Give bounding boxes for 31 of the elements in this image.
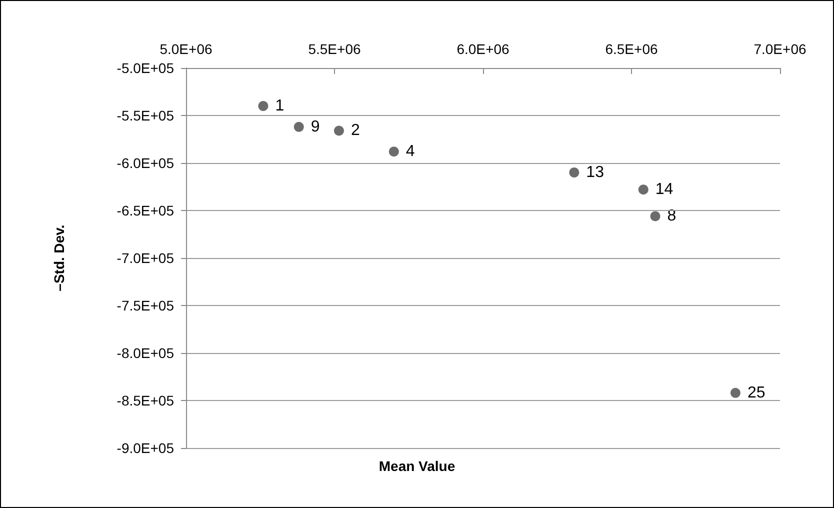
point (730, 388, 740, 398)
x-tick-label: 6.0E+06 (456, 41, 510, 57)
y-tick-label: -5.5E+05 (116, 108, 174, 124)
y-axis-title: –Std. Dev. (51, 224, 67, 292)
y-tick-label: -8.0E+05 (116, 345, 174, 361)
x-axis-title: Mean Value (378, 458, 456, 474)
point (388, 146, 399, 157)
point (638, 184, 648, 195)
annotation: 1 (275, 98, 284, 114)
y-tick-label: -8.5E+05 (116, 392, 174, 408)
y-tick-label: -9.0E+05 (116, 440, 174, 456)
y-tick-label: -6.5E+05 (116, 202, 174, 218)
annotation: 2 (350, 122, 360, 140)
y-tick-label: -7.0E+05 (116, 250, 174, 266)
annotation: 4 (406, 143, 415, 160)
y-tick-label: -7.5E+05 (116, 298, 174, 314)
annotation: 9 (310, 118, 320, 136)
x-tick-label: 7.0E+06 (754, 41, 806, 57)
point (258, 101, 268, 111)
y-tick-label: -5.0E+05 (116, 60, 174, 76)
annotation: 25 (747, 384, 766, 402)
annotation: 14 (655, 181, 674, 198)
point (569, 168, 580, 178)
point (334, 126, 344, 136)
x-tick-label: 6.5E+06 (605, 41, 658, 57)
point (650, 211, 660, 222)
y-tick-label: -6.0E+05 (116, 155, 174, 171)
annotation: 13 (586, 164, 604, 181)
point (294, 122, 304, 132)
x-tick-label: 5.5E+06 (308, 41, 361, 57)
x-tick-label: 5.0E+06 (160, 41, 212, 57)
